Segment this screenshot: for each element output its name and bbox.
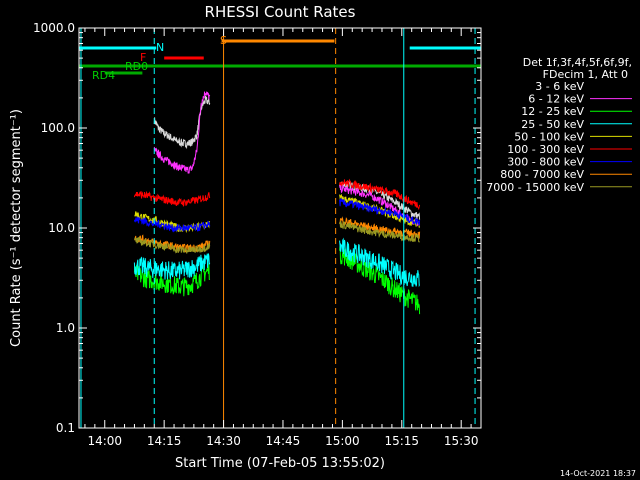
series-line xyxy=(339,237,421,288)
legend-label: 12 - 25 keV xyxy=(521,105,584,118)
flag-label-n: N xyxy=(156,41,164,54)
legend-label: 800 - 7000 keV xyxy=(500,168,584,181)
legend-header-1: Det 1f,3f,4f,5f,6f,9f, xyxy=(523,56,632,69)
legend-label: 7000 - 15000 keV xyxy=(486,181,584,194)
legend-label: 300 - 800 keV xyxy=(507,156,584,169)
series-line xyxy=(133,253,211,280)
x-tick-label: 15:30 xyxy=(444,434,479,448)
x-tick-label: 14:30 xyxy=(206,434,241,448)
series-line xyxy=(134,237,211,254)
x-tick-label: 14:45 xyxy=(266,434,301,448)
x-axis-label: Start Time (07-Feb-05 13:55:02) xyxy=(175,456,385,471)
y-tick-label: 0.1 xyxy=(56,421,75,435)
series-line xyxy=(339,244,421,315)
legend-label: 3 - 6 keV xyxy=(535,80,584,93)
series-line xyxy=(153,95,211,150)
flag-bars xyxy=(79,39,481,75)
chart-title: RHESSI Count Rates xyxy=(205,3,356,21)
flag-label-rd0: RD0 xyxy=(125,60,148,73)
flag-label-rd4: RD4 xyxy=(92,69,115,82)
series-line xyxy=(153,90,211,174)
series-line xyxy=(133,190,211,207)
x-tick-label: 15:00 xyxy=(325,434,360,448)
series-line xyxy=(339,193,421,228)
y-tick-label: 1.0 xyxy=(56,321,75,335)
footer-date: 14-Oct-2021 18:37 xyxy=(560,469,636,478)
y-tick-label: 1000.0 xyxy=(33,21,75,35)
x-tick-label: 14:15 xyxy=(147,434,182,448)
legend-label: 50 - 100 keV xyxy=(514,130,584,143)
series-line xyxy=(339,178,421,211)
legend-label: 25 - 50 keV xyxy=(521,118,584,131)
series-line xyxy=(339,221,420,243)
series-line xyxy=(133,216,211,233)
series-line xyxy=(339,197,421,226)
y-tick-label: 10.0 xyxy=(48,221,75,235)
x-ticks: 14:00 14:15 14:30 14:45 15:00 15:15 15:30 xyxy=(84,28,482,448)
y-tick-label: 100.0 xyxy=(41,121,75,135)
flag-label-f: F xyxy=(140,51,146,64)
y-ticks: 0.1 1.0 10.0 100.0 1000.0 xyxy=(33,21,481,435)
x-tick-label: 14:00 xyxy=(87,434,122,448)
x-tick-label: 15:15 xyxy=(384,434,419,448)
flag-label-s: S xyxy=(220,34,227,47)
legend-label: 6 - 12 keV xyxy=(528,93,584,106)
series-lines xyxy=(133,90,421,315)
legend-label: 100 - 300 keV xyxy=(507,143,584,156)
series-line xyxy=(133,234,211,253)
legend-header-2: FDecim 1, Att 0 xyxy=(543,68,628,81)
y-axis-label: Count Rate (s⁻¹ detector segment⁻¹) xyxy=(9,109,24,347)
